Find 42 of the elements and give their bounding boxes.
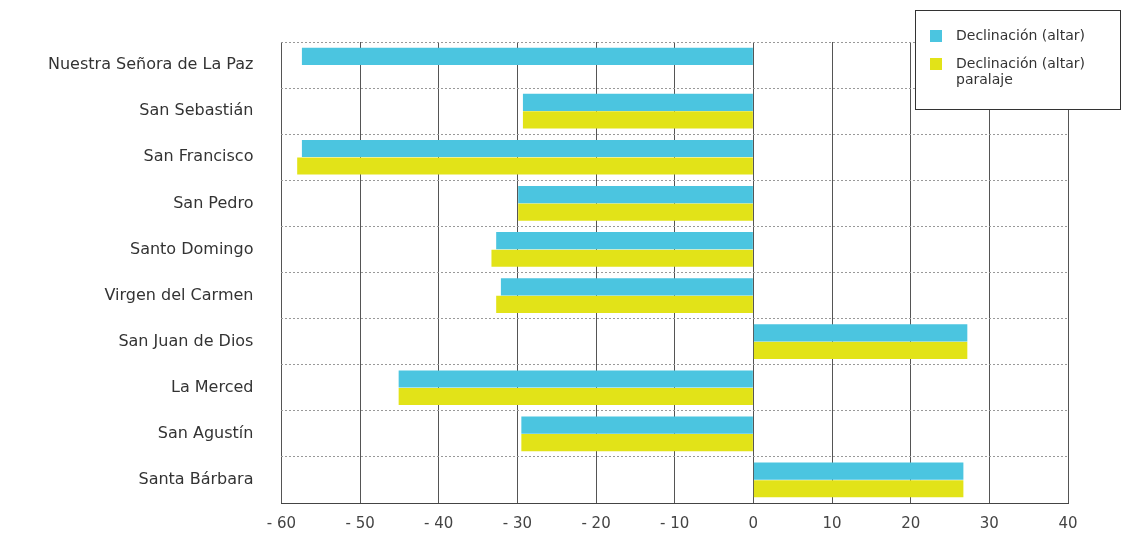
x-tick-label: - 50 xyxy=(345,513,375,532)
y-tick-label: Santa Bárbara xyxy=(138,469,254,489)
bar xyxy=(496,295,753,313)
y-tick-label: Santo Domingo xyxy=(129,238,254,258)
bar xyxy=(491,249,753,267)
bar xyxy=(398,370,753,388)
bar xyxy=(521,416,753,434)
y-tick-label: San Agustín xyxy=(157,423,254,443)
bar xyxy=(521,434,753,452)
bar xyxy=(518,203,753,221)
y-tick-label: San Francisco xyxy=(143,146,254,166)
bar xyxy=(398,387,753,406)
bar xyxy=(753,462,964,480)
bar xyxy=(753,480,964,498)
legend-label: Declinación (altar) paralaje xyxy=(956,55,1086,87)
x-tick-label: 40 xyxy=(1058,513,1078,532)
legend-label: Declinación (altar) xyxy=(956,27,1086,43)
bar xyxy=(297,157,753,175)
y-tick-label: Virgen del Carmen xyxy=(104,284,254,304)
bar xyxy=(753,341,968,359)
bar xyxy=(496,232,753,250)
bar xyxy=(522,111,753,129)
x-tick-label: - 10 xyxy=(660,513,690,532)
y-tick-label: La Merced xyxy=(170,376,254,396)
y-tick-label: Nuestra Señora de La Paz xyxy=(48,54,254,74)
x-tick-label: 30 xyxy=(979,513,999,532)
x-tick-label: 0 xyxy=(748,513,759,532)
x-tick-label: 10 xyxy=(822,513,842,532)
bar xyxy=(522,93,753,111)
x-tick-label: - 20 xyxy=(581,513,611,532)
bar xyxy=(301,139,753,158)
y-tick-label: San Pedro xyxy=(173,192,254,212)
x-tick-label: - 30 xyxy=(502,513,533,532)
x-tick-label: 20 xyxy=(901,513,921,532)
y-tick-label: San Juan de Dios xyxy=(118,330,254,350)
bar xyxy=(500,278,753,296)
x-tick-label: - 40 xyxy=(424,513,454,532)
y-tick-label: San Sebastián xyxy=(139,100,254,120)
bar xyxy=(518,186,753,204)
x-tick-label: - 60 xyxy=(266,513,297,532)
bar xyxy=(753,324,968,342)
bar xyxy=(301,47,753,65)
